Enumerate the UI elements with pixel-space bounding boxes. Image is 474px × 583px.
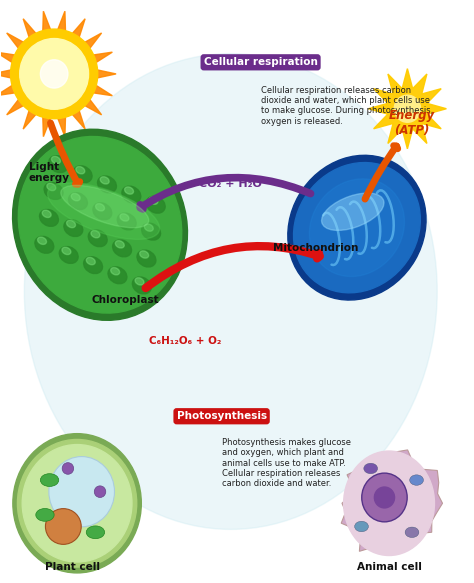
Polygon shape <box>368 69 447 149</box>
Ellipse shape <box>39 209 58 226</box>
Ellipse shape <box>47 183 56 191</box>
Ellipse shape <box>18 136 182 313</box>
Ellipse shape <box>355 521 368 532</box>
Ellipse shape <box>71 194 80 201</box>
Ellipse shape <box>13 434 141 573</box>
Ellipse shape <box>52 156 60 164</box>
Ellipse shape <box>94 486 106 497</box>
Ellipse shape <box>142 223 161 240</box>
Text: Cellular respiration: Cellular respiration <box>204 57 318 67</box>
Text: Light
energy: Light energy <box>29 161 70 184</box>
Ellipse shape <box>120 214 129 221</box>
Ellipse shape <box>49 156 68 173</box>
Ellipse shape <box>132 277 151 294</box>
Ellipse shape <box>36 508 54 521</box>
Ellipse shape <box>321 193 384 230</box>
Ellipse shape <box>18 440 137 567</box>
Ellipse shape <box>66 220 75 228</box>
Ellipse shape <box>83 257 102 273</box>
Text: Cellular respiration releases carbon
dioxide and water, which plant cells use
to: Cellular respiration releases carbon dio… <box>261 86 433 126</box>
Ellipse shape <box>137 250 156 267</box>
Ellipse shape <box>35 236 54 253</box>
Ellipse shape <box>364 463 378 474</box>
Ellipse shape <box>40 474 59 486</box>
Ellipse shape <box>10 29 98 119</box>
Text: Photosynthesis makes glucose
and oxygen, which plant and
animal cells use to mak: Photosynthesis makes glucose and oxygen,… <box>222 438 351 489</box>
Ellipse shape <box>47 183 160 240</box>
Ellipse shape <box>113 240 131 257</box>
Ellipse shape <box>42 210 51 217</box>
Ellipse shape <box>100 177 109 184</box>
Ellipse shape <box>108 267 127 284</box>
Polygon shape <box>341 450 443 552</box>
Ellipse shape <box>86 526 105 539</box>
Ellipse shape <box>24 54 437 529</box>
Ellipse shape <box>135 278 144 285</box>
Ellipse shape <box>61 185 149 228</box>
Ellipse shape <box>110 268 119 275</box>
Ellipse shape <box>76 167 85 174</box>
Ellipse shape <box>44 182 63 199</box>
Ellipse shape <box>22 445 132 562</box>
Ellipse shape <box>69 193 87 210</box>
Ellipse shape <box>37 237 46 244</box>
Text: CO₂ + H₂O: CO₂ + H₂O <box>200 179 262 189</box>
Ellipse shape <box>117 213 136 230</box>
Ellipse shape <box>146 196 165 213</box>
Ellipse shape <box>40 60 68 88</box>
Ellipse shape <box>46 508 81 545</box>
Ellipse shape <box>20 38 89 109</box>
Ellipse shape <box>13 129 188 320</box>
Ellipse shape <box>98 176 117 193</box>
Ellipse shape <box>288 155 426 300</box>
Ellipse shape <box>293 163 420 293</box>
Text: Plant cell: Plant cell <box>45 562 100 572</box>
Ellipse shape <box>344 451 435 556</box>
Text: Chloroplast: Chloroplast <box>91 295 159 305</box>
Text: C₆H₁₂O₆ + O₂: C₆H₁₂O₆ + O₂ <box>149 336 221 346</box>
Ellipse shape <box>140 251 149 258</box>
Ellipse shape <box>362 473 407 522</box>
Ellipse shape <box>93 203 112 220</box>
Ellipse shape <box>62 463 73 474</box>
Text: Animal cell: Animal cell <box>356 562 421 572</box>
Ellipse shape <box>410 475 423 485</box>
Text: Photosynthesis: Photosynthesis <box>176 411 267 422</box>
Ellipse shape <box>394 95 420 122</box>
Ellipse shape <box>49 456 115 527</box>
Ellipse shape <box>144 224 153 231</box>
Ellipse shape <box>149 197 158 205</box>
Text: Energy
(ATP): Energy (ATP) <box>389 109 435 137</box>
Ellipse shape <box>122 186 141 203</box>
Ellipse shape <box>62 247 71 255</box>
Ellipse shape <box>125 187 134 194</box>
Ellipse shape <box>310 179 404 276</box>
Ellipse shape <box>86 257 95 265</box>
Ellipse shape <box>115 241 124 248</box>
Ellipse shape <box>374 487 394 508</box>
Ellipse shape <box>88 230 107 247</box>
Ellipse shape <box>64 220 83 237</box>
Ellipse shape <box>405 527 419 538</box>
Ellipse shape <box>91 230 100 238</box>
Polygon shape <box>0 11 116 136</box>
Text: Mitochondrion: Mitochondrion <box>273 243 358 253</box>
Ellipse shape <box>59 247 78 264</box>
Ellipse shape <box>73 166 92 182</box>
Ellipse shape <box>96 203 105 211</box>
